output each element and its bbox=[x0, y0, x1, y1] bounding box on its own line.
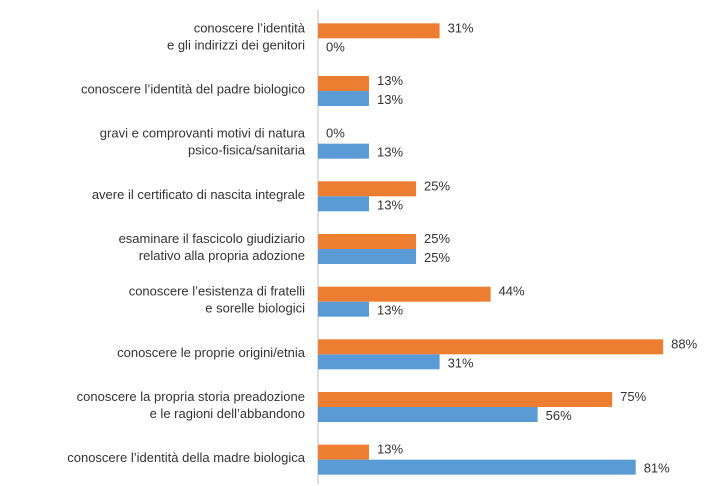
value-label: 44% bbox=[499, 284, 525, 299]
value-label: 81% bbox=[644, 461, 670, 476]
bar bbox=[318, 234, 417, 249]
category-label: esaminare il fascicolo giudiziario bbox=[119, 231, 305, 246]
category-label: conoscere la propria storia preadozione bbox=[77, 389, 305, 404]
value-label: 88% bbox=[671, 336, 697, 351]
bar bbox=[318, 392, 613, 407]
category-label: e sorelle biologici bbox=[205, 301, 305, 316]
bar bbox=[318, 249, 417, 264]
category-label: conoscere l’identità della madre biologi… bbox=[67, 450, 306, 465]
bar bbox=[318, 286, 491, 302]
category-label: gravi e comprovanti motivi di natura bbox=[100, 126, 306, 141]
value-label: 25% bbox=[424, 250, 450, 265]
bar bbox=[318, 459, 636, 475]
bar bbox=[318, 181, 417, 197]
category-label: conoscere l’identità bbox=[194, 20, 306, 35]
category-label: e gli indirizzi dei genitori bbox=[167, 37, 305, 52]
category-label: relativo alla propria adozione bbox=[139, 248, 305, 263]
value-label: 13% bbox=[377, 145, 403, 160]
bar bbox=[318, 143, 369, 159]
value-label: 56% bbox=[546, 408, 572, 423]
value-label: 13% bbox=[377, 197, 403, 212]
category-label: e le ragioni dell’abbandono bbox=[150, 406, 305, 421]
value-label: 75% bbox=[620, 389, 646, 404]
category-label: psico-fisica/sanitaria bbox=[188, 143, 306, 158]
value-label: 31% bbox=[448, 20, 474, 35]
value-label: 25% bbox=[424, 178, 450, 193]
bar bbox=[318, 196, 369, 212]
bar bbox=[318, 354, 440, 370]
value-label: 13% bbox=[377, 92, 403, 107]
value-label: 13% bbox=[377, 442, 403, 457]
bar bbox=[318, 407, 538, 422]
bar bbox=[318, 23, 440, 39]
bar bbox=[318, 91, 369, 106]
category-label: conoscere l’identità del padre biologico bbox=[81, 81, 305, 96]
value-label: 25% bbox=[424, 231, 450, 246]
value-label: 0% bbox=[326, 39, 345, 54]
bar bbox=[318, 444, 369, 460]
bar bbox=[318, 76, 369, 91]
category-label: conoscere l’esistenza di fratelli bbox=[129, 284, 305, 299]
bar bbox=[318, 301, 369, 317]
value-label: 13% bbox=[377, 303, 403, 318]
value-label: 0% bbox=[326, 126, 345, 141]
value-label: 13% bbox=[377, 73, 403, 88]
bar bbox=[318, 339, 664, 355]
category-label: avere il certificato di nascita integral… bbox=[92, 187, 305, 202]
value-label: 31% bbox=[448, 355, 474, 370]
category-label: conoscere le proprie origini/etnia bbox=[117, 345, 306, 360]
